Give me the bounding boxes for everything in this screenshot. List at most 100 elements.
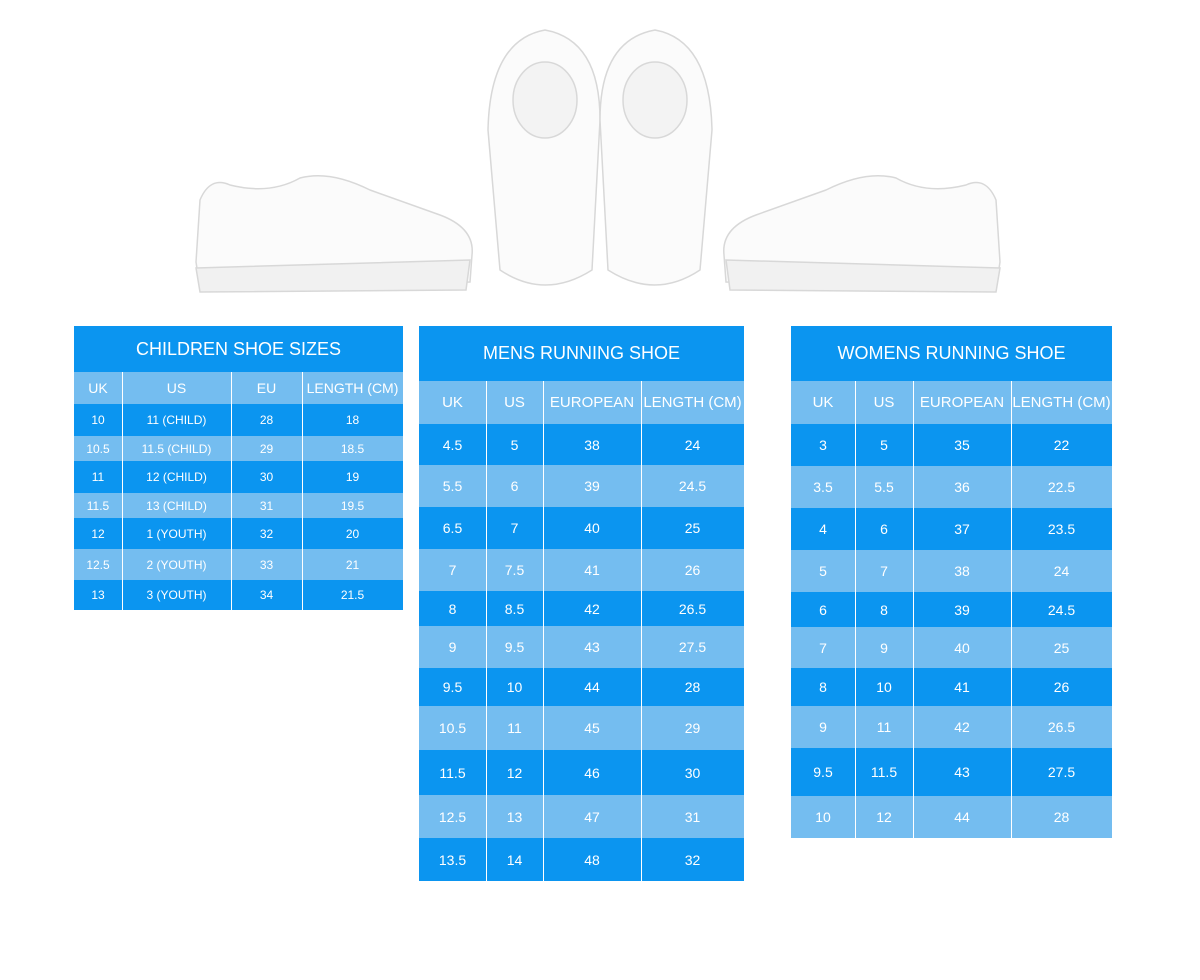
table-cell: 42 <box>543 591 641 626</box>
table-cell: 6.5 <box>419 507 486 549</box>
table-cell: 31 <box>231 493 302 518</box>
table-cell: 3 (YOUTH) <box>122 580 231 610</box>
table-cell: 48 <box>543 838 641 881</box>
column-header: LENGTH (CM) <box>641 381 744 424</box>
table-cell: 22 <box>1011 424 1112 466</box>
table-cell: 19 <box>302 461 403 493</box>
column-header: US <box>855 381 913 424</box>
table-cell: 43 <box>543 626 641 668</box>
shoe-sole-right <box>725 259 1001 293</box>
table-cell: 8 <box>855 592 913 627</box>
column-header: EUROPEAN <box>913 381 1011 424</box>
table-cell: 11 <box>855 706 913 748</box>
table-cell: 28 <box>641 668 744 706</box>
table-cell: 31 <box>641 795 744 838</box>
table-cell: 7 <box>791 627 855 668</box>
table-cell: 9.5 <box>419 668 486 706</box>
table-cell: 21 <box>302 549 403 580</box>
table-cell: 5.5 <box>419 465 486 507</box>
table-cell: 25 <box>641 507 744 549</box>
table-cell: 10 <box>486 668 543 706</box>
table-cell: 29 <box>641 706 744 750</box>
column-divider <box>641 381 642 881</box>
table-cell: 26 <box>1011 668 1112 706</box>
table-cell: 38 <box>913 550 1011 592</box>
table-cell: 47 <box>543 795 641 838</box>
column-header: UK <box>419 381 486 424</box>
shoe-opening-left <box>512 61 578 139</box>
table-cell: 9 <box>855 627 913 668</box>
size-table: MENS RUNNING SHOE UK US EUROPEAN LENGTH (CM)… <box>419 326 744 881</box>
table-cell: 32 <box>641 838 744 881</box>
column-header: LENGTH (CM) <box>1011 381 1112 424</box>
table-cell: 6 <box>486 465 543 507</box>
table-cell: 5 <box>791 550 855 592</box>
table-cell: 29 <box>231 436 302 461</box>
table-cell: 24.5 <box>641 465 744 507</box>
table-cell: 11.5 <box>74 493 122 518</box>
table-cell: 7 <box>486 507 543 549</box>
table-cell: 32 <box>231 518 302 549</box>
table-cell: 40 <box>543 507 641 549</box>
table-cell: 12.5 <box>74 549 122 580</box>
column-divider <box>913 381 914 838</box>
table-cell: 45 <box>543 706 641 750</box>
table-cell: 37 <box>913 508 1011 550</box>
table-cell: 26 <box>641 549 744 591</box>
table-cell: 33 <box>231 549 302 580</box>
table-cell: 13.5 <box>419 838 486 881</box>
table-cell: 43 <box>913 748 1011 796</box>
table-cell: 18.5 <box>302 436 403 461</box>
column-header: LENGTH (CM) <box>302 372 403 404</box>
table-cell: 30 <box>231 461 302 493</box>
table-title: WOMENS RUNNING SHOE <box>791 326 1112 381</box>
table-cell: 4 <box>791 508 855 550</box>
table-cell: 7 <box>419 549 486 591</box>
table-title: CHILDREN SHOE SIZES <box>74 326 403 372</box>
table-cell: 11 (CHILD) <box>122 404 231 436</box>
table-cell: 9 <box>791 706 855 748</box>
table-cell: 22.5 <box>1011 466 1112 508</box>
table-cell: 18 <box>302 404 403 436</box>
column-divider <box>302 372 303 610</box>
table-cell: 21.5 <box>302 580 403 610</box>
size-table: WOMENS RUNNING SHOE UK US EUROPEAN LENGTH (C… <box>791 326 1112 838</box>
table-cell: 28 <box>231 404 302 436</box>
table-cell: 12 <box>855 796 913 838</box>
table-cell: 24.5 <box>1011 592 1112 627</box>
shoe-sole-left <box>195 259 471 293</box>
table-cell: 11.5 <box>855 748 913 796</box>
table-cell: 8 <box>791 668 855 706</box>
table-cell: 30 <box>641 750 744 795</box>
table-cell: 6 <box>855 508 913 550</box>
table-cell: 10 <box>74 404 122 436</box>
table-cell: 19.5 <box>302 493 403 518</box>
table-cell: 5 <box>855 424 913 466</box>
table-cell: 5.5 <box>855 466 913 508</box>
table-cell: 26.5 <box>641 591 744 626</box>
table-cell: 44 <box>913 796 1011 838</box>
column-header: UK <box>791 381 855 424</box>
table-cell: 11.5 (CHILD) <box>122 436 231 461</box>
column-divider <box>543 381 544 881</box>
column-divider <box>231 372 232 610</box>
table-cell: 8 <box>419 591 486 626</box>
table-cell: 13 (CHILD) <box>122 493 231 518</box>
table-cell: 10 <box>855 668 913 706</box>
table-cell: 34 <box>231 580 302 610</box>
table-cell: 7 <box>855 550 913 592</box>
table-cell: 4.5 <box>419 424 486 465</box>
table-cell: 1 (YOUTH) <box>122 518 231 549</box>
column-divider <box>486 381 487 881</box>
table-cell: 13 <box>74 580 122 610</box>
table-cell: 11 <box>486 706 543 750</box>
table-cell: 9 <box>419 626 486 668</box>
table-cell: 10 <box>791 796 855 838</box>
column-divider <box>122 372 123 610</box>
table-cell: 5 <box>486 424 543 465</box>
table-cell: 28 <box>1011 796 1112 838</box>
table-title: MENS RUNNING SHOE <box>419 326 744 381</box>
shoe-images <box>195 29 1001 293</box>
table-cell: 10.5 <box>74 436 122 461</box>
